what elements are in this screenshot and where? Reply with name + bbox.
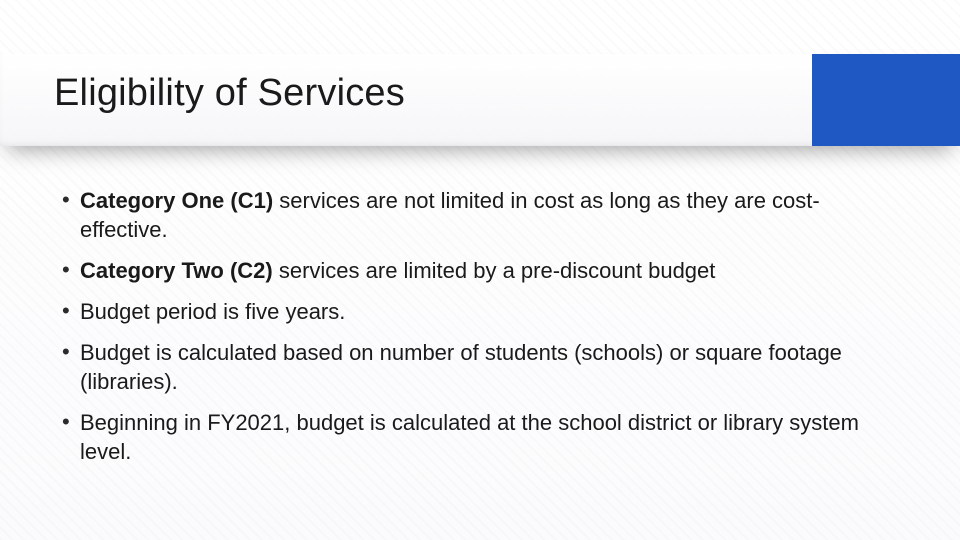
bullet-rest: Budget period is five years.	[80, 299, 345, 324]
bullet-list: • Category One (C1) services are not lim…	[62, 186, 898, 478]
bullet-rest: Beginning in FY2021, budget is calculate…	[80, 410, 859, 464]
bullet-rest: Budget is calculated based on number of …	[80, 340, 842, 394]
bullet-bold: Category Two (C2)	[80, 258, 273, 283]
bullet-text: Category One (C1) services are not limit…	[80, 186, 898, 244]
bullet-bold: Category One (C1)	[80, 188, 273, 213]
list-item: • Beginning in FY2021, budget is calcula…	[62, 408, 898, 466]
list-item: • Category Two (C2) services are limited…	[62, 256, 898, 285]
bullet-icon: •	[62, 297, 80, 324]
bullet-icon: •	[62, 256, 80, 283]
slide: Eligibility of Services • Category One (…	[0, 0, 960, 540]
bullet-text: Budget is calculated based on number of …	[80, 338, 898, 396]
list-item: • Category One (C1) services are not lim…	[62, 186, 898, 244]
bullet-text: Category Two (C2) services are limited b…	[80, 256, 715, 285]
list-item: • Budget is calculated based on number o…	[62, 338, 898, 396]
bullet-icon: •	[62, 186, 80, 213]
bullet-icon: •	[62, 408, 80, 435]
list-item: • Budget period is five years.	[62, 297, 898, 326]
bullet-icon: •	[62, 338, 80, 365]
bullet-rest: services are limited by a pre-discount b…	[273, 258, 716, 283]
bullet-text: Budget period is five years.	[80, 297, 345, 326]
accent-block	[812, 54, 960, 146]
slide-title: Eligibility of Services	[54, 72, 405, 115]
bullet-text: Beginning in FY2021, budget is calculate…	[80, 408, 898, 466]
